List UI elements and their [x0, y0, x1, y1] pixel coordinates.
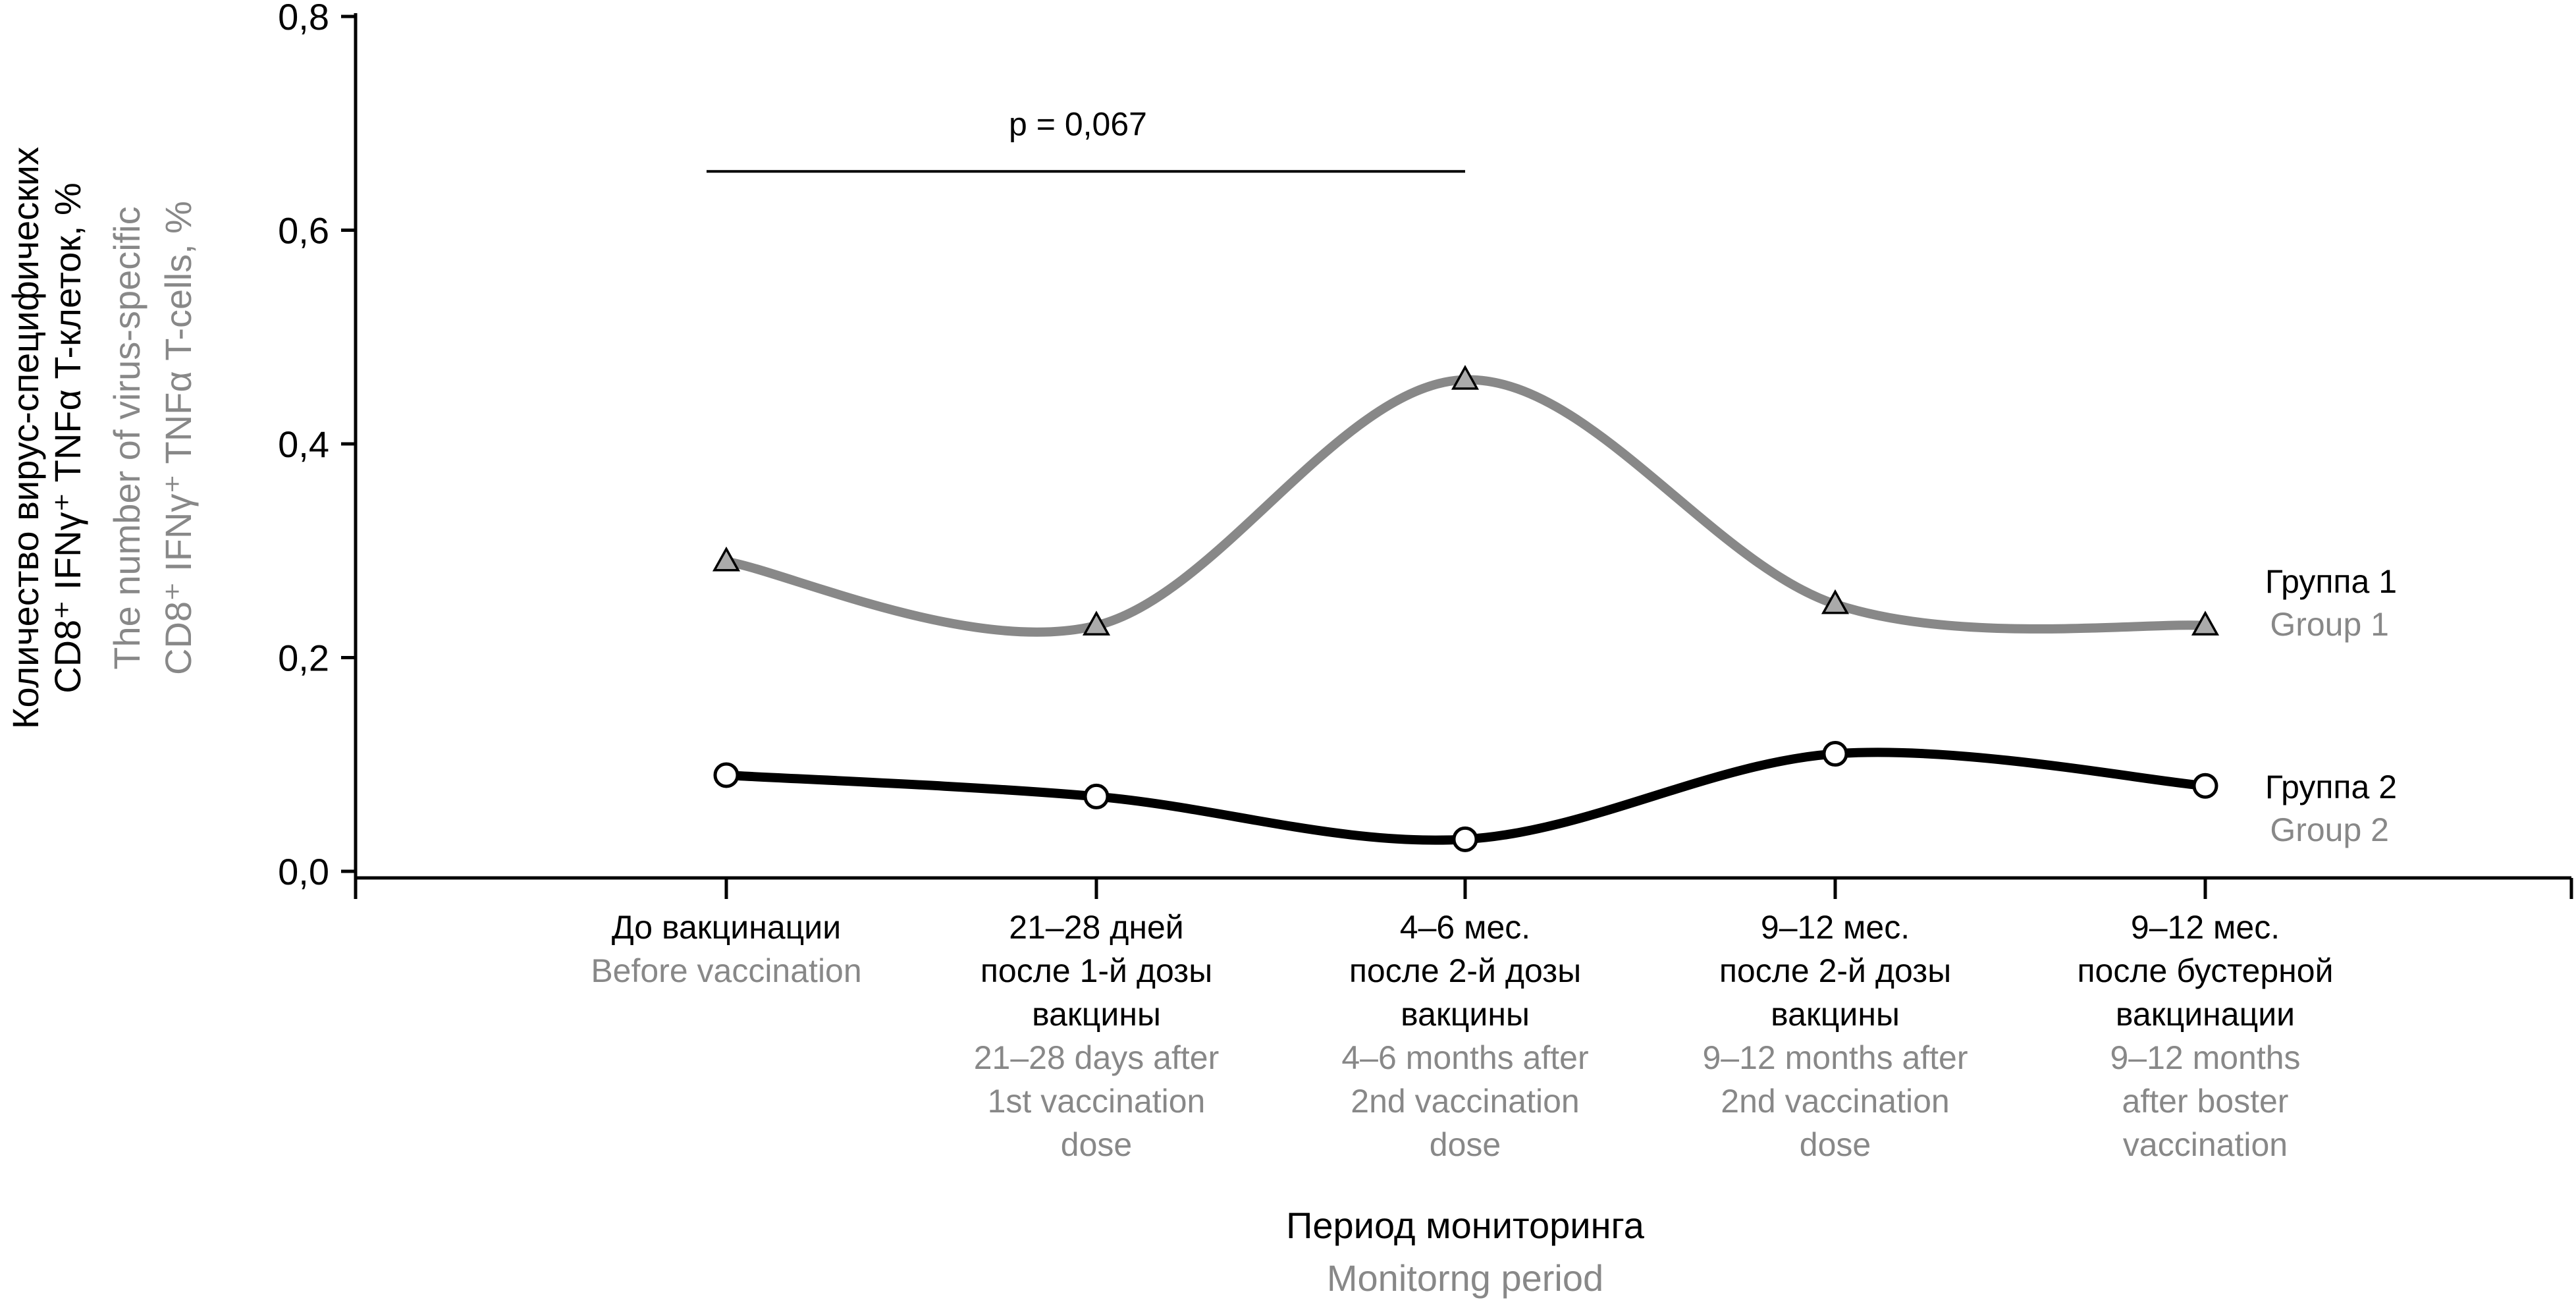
x-tick-label-en: vaccination	[2123, 1126, 2288, 1163]
y-tick-label: 0,4	[278, 423, 329, 465]
x-tick-label-en: dose	[1430, 1126, 1501, 1163]
data-point-circle	[2192, 773, 2218, 799]
x-tick-label-en: 9–12 months	[2110, 1039, 2300, 1076]
data-point-triangle	[1082, 611, 1111, 636]
legend-label-en-1: Group 1	[2270, 606, 2389, 643]
x-axis-title-ru: Период мониторинга	[1286, 1205, 1645, 1246]
data-point-circle	[713, 762, 739, 788]
significance-label: p = 0,067	[1009, 105, 1147, 142]
x-tick-label-en: after boster	[2122, 1083, 2289, 1120]
data-point-triangle	[1821, 589, 1850, 614]
data-point-triangle	[1451, 365, 1480, 390]
x-tick-label-ru: 9–12 мес.	[1761, 909, 1910, 946]
x-tick-label-en: dose	[1800, 1126, 1871, 1163]
legend: Группа 1 Group 1 Группа 2 Group 2	[2265, 563, 2397, 848]
y-tick-label: 0,0	[278, 851, 329, 892]
x-tick-label-ru: 21–28 дней	[1009, 909, 1183, 946]
legend-label-ru-2: Группа 2	[2265, 769, 2397, 805]
legend-label-en-2: Group 2	[2270, 811, 2389, 848]
x-tick-label-ru: вакцины	[1771, 996, 1900, 1033]
significance-annotation: p = 0,067	[707, 105, 1465, 173]
data-point-circle	[1452, 826, 1478, 852]
x-tick-label-en: Before vaccination	[591, 952, 861, 989]
x-tick-label-en: 21–28 days after	[974, 1039, 1220, 1076]
x-category-label: До вакцинации Before vaccination	[591, 909, 861, 989]
x-axis-title-en: Monitorng period	[1327, 1257, 1603, 1299]
y-tick-label: 0,2	[278, 638, 329, 679]
x-axis-title: Период мониторинга Monitorng period	[1286, 1205, 1645, 1299]
x-category-label: 21–28 дней после 1-й дозы вакцины 21–28 day…	[974, 909, 1220, 1163]
y-tick-label: 0,6	[278, 210, 329, 252]
x-tick-label-ru: 4–6 мес.	[1400, 909, 1530, 946]
y-axis-title-en-line2: CD8⁺ IFNγ⁺ TNFα T-cells, %	[157, 201, 199, 675]
series-1	[712, 365, 2220, 637]
x-tick-label-en: 9–12 months after	[1702, 1039, 1968, 1076]
axes: 0,0 0,2 0,4 0,6 0,8 До вакцинации Before vacci…	[278, 0, 2573, 1163]
y-tick-label: 0,8	[278, 0, 329, 38]
x-tick-label-ru: после 2-й дозы	[1349, 952, 1581, 989]
x-tick-label-ru: после 1-й дозы	[980, 952, 1212, 989]
legend-label-ru-1: Группа 1	[2265, 563, 2397, 600]
x-tick-label-ru: 9–12 мес.	[2131, 909, 2280, 946]
series-layer	[712, 365, 2220, 852]
x-tick-label-en: 4–6 months after	[1341, 1039, 1588, 1076]
y-axis-title-ru-line2: CD8⁺ IFNγ⁺ TNFα T-клеток, %	[47, 182, 88, 694]
x-tick-label-ru: вакцины	[1401, 996, 1530, 1033]
x-tick-label-ru: после 2-й дозы	[1719, 952, 1951, 989]
x-category-label: 4–6 мес. после 2-й дозы вакцины 4–6 months …	[1341, 909, 1588, 1163]
x-tick-label-en: dose	[1061, 1126, 1132, 1163]
series-2	[713, 741, 2218, 852]
y-axis-title-en-line1: The number of virus-specific	[106, 206, 148, 669]
x-category-label: 9–12 мес. после бустерной вакцинации 9–12 m…	[2077, 909, 2333, 1163]
x-tick-label-ru: вакцины	[1032, 996, 1161, 1033]
x-tick-label-ru: вакцинации	[2116, 996, 2295, 1033]
data-point-circle	[1822, 741, 1848, 767]
data-point-triangle	[2191, 611, 2220, 636]
y-axis-title: Количество вирус-специфических CD8⁺ IFNγ⁺…	[5, 147, 199, 729]
x-tick-label-en: 2nd vaccination	[1351, 1083, 1579, 1120]
x-tick-label-ru: До вакцинации	[612, 909, 841, 946]
x-tick-label-en: 1st vaccination	[988, 1083, 1206, 1120]
x-tick-label-ru: после бустерной	[2077, 952, 2333, 989]
y-axis-title-ru-line1: Количество вирус-специфических	[5, 147, 46, 729]
data-point-triangle	[712, 546, 741, 572]
series-line-1	[722, 375, 2210, 637]
data-point-circle	[1083, 783, 1110, 809]
x-tick-label-en: 2nd vaccination	[1721, 1083, 1949, 1120]
x-category-label: 9–12 мес. после 2-й дозы вакцины 9–12 month…	[1702, 909, 1968, 1163]
